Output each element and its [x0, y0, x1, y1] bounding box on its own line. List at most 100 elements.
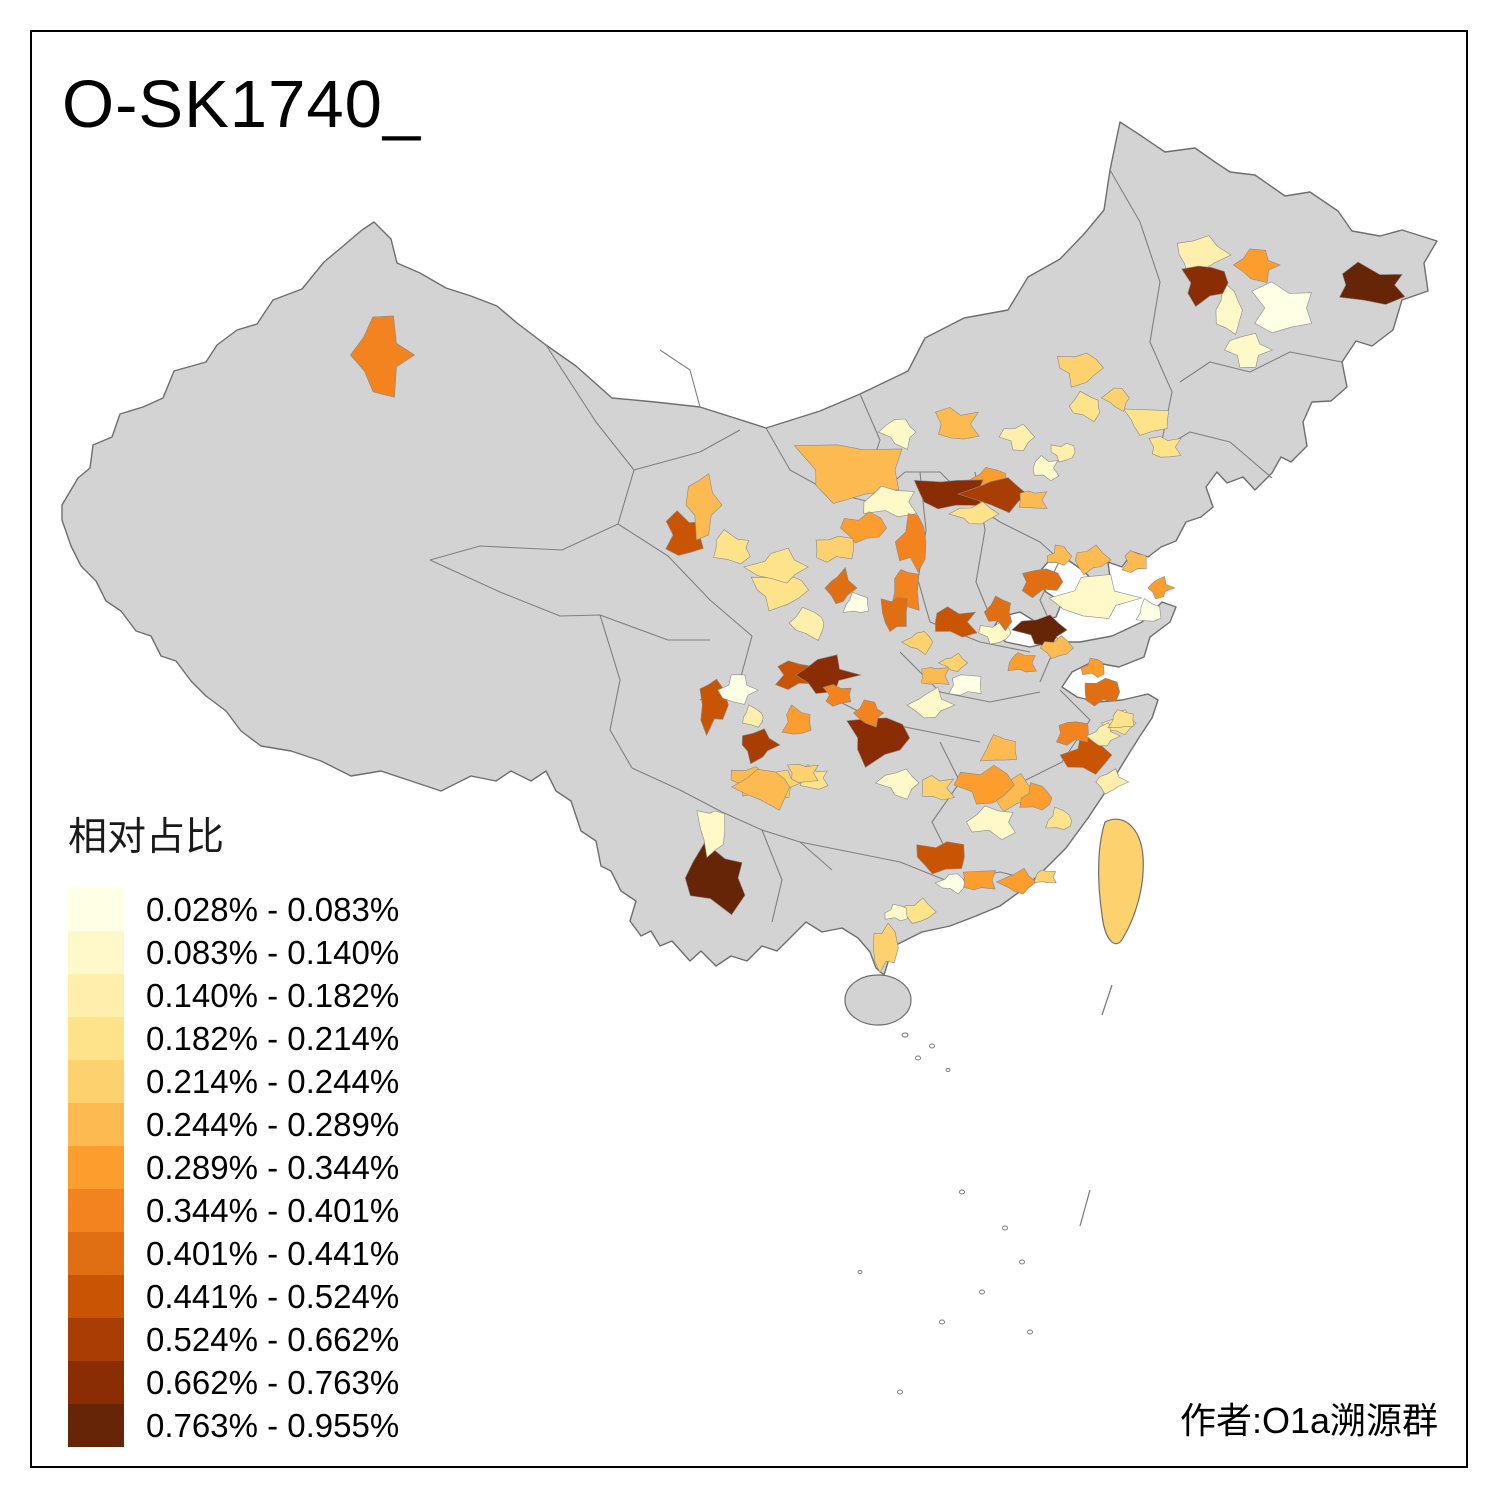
legend-swatch [68, 1189, 124, 1232]
map-region [872, 922, 899, 974]
legend-item: 0.140% - 0.182% [68, 974, 468, 1017]
small-island [959, 1189, 965, 1195]
small-island [979, 1289, 985, 1295]
legend-swatch [68, 1361, 124, 1404]
map-region [906, 686, 956, 719]
legend-item: 0.083% - 0.140% [68, 931, 468, 974]
legend-swatch [68, 1232, 124, 1275]
map-region [741, 728, 781, 765]
map-region [953, 764, 1015, 805]
map-region [966, 805, 1016, 841]
map-region [824, 566, 858, 605]
small-island [945, 1068, 951, 1072]
small-island [915, 1055, 921, 1061]
legend-item: 0.244% - 0.289% [68, 1103, 468, 1146]
map-region [935, 407, 980, 440]
legend-label: 0.662% - 0.763% [146, 1364, 400, 1401]
map-region [1048, 574, 1143, 619]
legend-label: 0.214% - 0.244% [146, 1063, 400, 1100]
map-region [962, 870, 996, 891]
legend-label: 0.763% - 0.955% [146, 1407, 400, 1444]
legend: 相对占比 0.028% - 0.083% 0.083% - 0.140% 0.140… [68, 806, 468, 1447]
map-region [894, 513, 927, 573]
legend-label: 0.028% - 0.083% [146, 891, 400, 928]
map-region [935, 606, 978, 638]
map-region [1122, 408, 1170, 436]
legend-label: 0.524% - 0.662% [146, 1321, 400, 1358]
map-region [921, 775, 956, 801]
map-region [713, 529, 751, 565]
map-region [900, 631, 934, 655]
map-region [853, 699, 885, 728]
map-region [957, 477, 1028, 514]
map-region [775, 660, 814, 690]
map-region [1074, 544, 1112, 576]
legend-label: 0.344% - 0.401% [146, 1192, 400, 1229]
map-region [846, 717, 911, 768]
south-china-sea-marks [857, 984, 1113, 1395]
map-region [1007, 652, 1037, 673]
legend-swatch [68, 974, 124, 1017]
hainan-island [844, 974, 912, 1026]
map-region [742, 704, 764, 728]
small-island [1002, 1225, 1008, 1231]
legend-swatch [68, 888, 124, 931]
legend-swatch [68, 1017, 124, 1060]
map-region [717, 674, 759, 705]
map-region [880, 596, 908, 633]
map-region [1107, 709, 1135, 728]
legend-swatch [68, 1404, 124, 1447]
map-region [934, 873, 966, 895]
legend-item: 0.401% - 0.441% [68, 1232, 468, 1275]
map-region [684, 841, 746, 916]
map-region [842, 591, 869, 613]
map-region [1339, 261, 1406, 305]
map-region [1057, 352, 1104, 388]
legend-label: 0.441% - 0.524% [146, 1278, 400, 1315]
map-region [921, 667, 950, 685]
map-region [1032, 455, 1060, 482]
province-boundaries [429, 169, 1343, 923]
map-region [1039, 635, 1074, 660]
legend-item: 0.289% - 0.344% [68, 1146, 468, 1189]
map-region [1056, 721, 1089, 746]
map-region [1019, 782, 1053, 811]
taiwan-island [1098, 818, 1144, 945]
legend-label: 0.244% - 0.289% [146, 1106, 400, 1143]
legend-item: 0.763% - 0.955% [68, 1404, 468, 1447]
author-credit: 作者:O1a溯源群 [1179, 1400, 1438, 1441]
legend-rows: 0.028% - 0.083% 0.083% - 0.140% 0.140% - 0… [68, 888, 468, 1447]
small-island [929, 1043, 935, 1049]
map-region [781, 704, 812, 735]
map-region [787, 763, 819, 784]
legend-swatch [68, 1318, 124, 1361]
legend-item: 0.182% - 0.214% [68, 1017, 468, 1060]
legend-item: 0.028% - 0.083% [68, 888, 468, 931]
legend-item: 0.344% - 0.401% [68, 1189, 468, 1232]
legend-swatch [68, 1146, 124, 1189]
map-region [731, 768, 791, 811]
map-region [884, 903, 908, 922]
map-region [840, 511, 887, 544]
small-island [857, 1270, 863, 1274]
map-region [1147, 575, 1176, 600]
small-island [897, 1389, 903, 1395]
small-island [939, 1319, 945, 1325]
map-region [1251, 281, 1312, 334]
map-region [1181, 265, 1229, 307]
small-island [1019, 1259, 1025, 1265]
map-region [1046, 544, 1073, 566]
map-region [1148, 436, 1182, 458]
map-region [1050, 442, 1076, 463]
map-region [1215, 281, 1243, 335]
map-region [998, 423, 1036, 452]
legend-label: 0.083% - 0.140% [146, 934, 400, 971]
legend-label: 0.401% - 0.441% [146, 1235, 400, 1272]
map-region [350, 315, 416, 398]
map-region [1084, 677, 1121, 707]
sea-dash-line [1079, 1189, 1091, 1227]
map-region [1224, 332, 1273, 369]
map-region [1021, 568, 1064, 599]
